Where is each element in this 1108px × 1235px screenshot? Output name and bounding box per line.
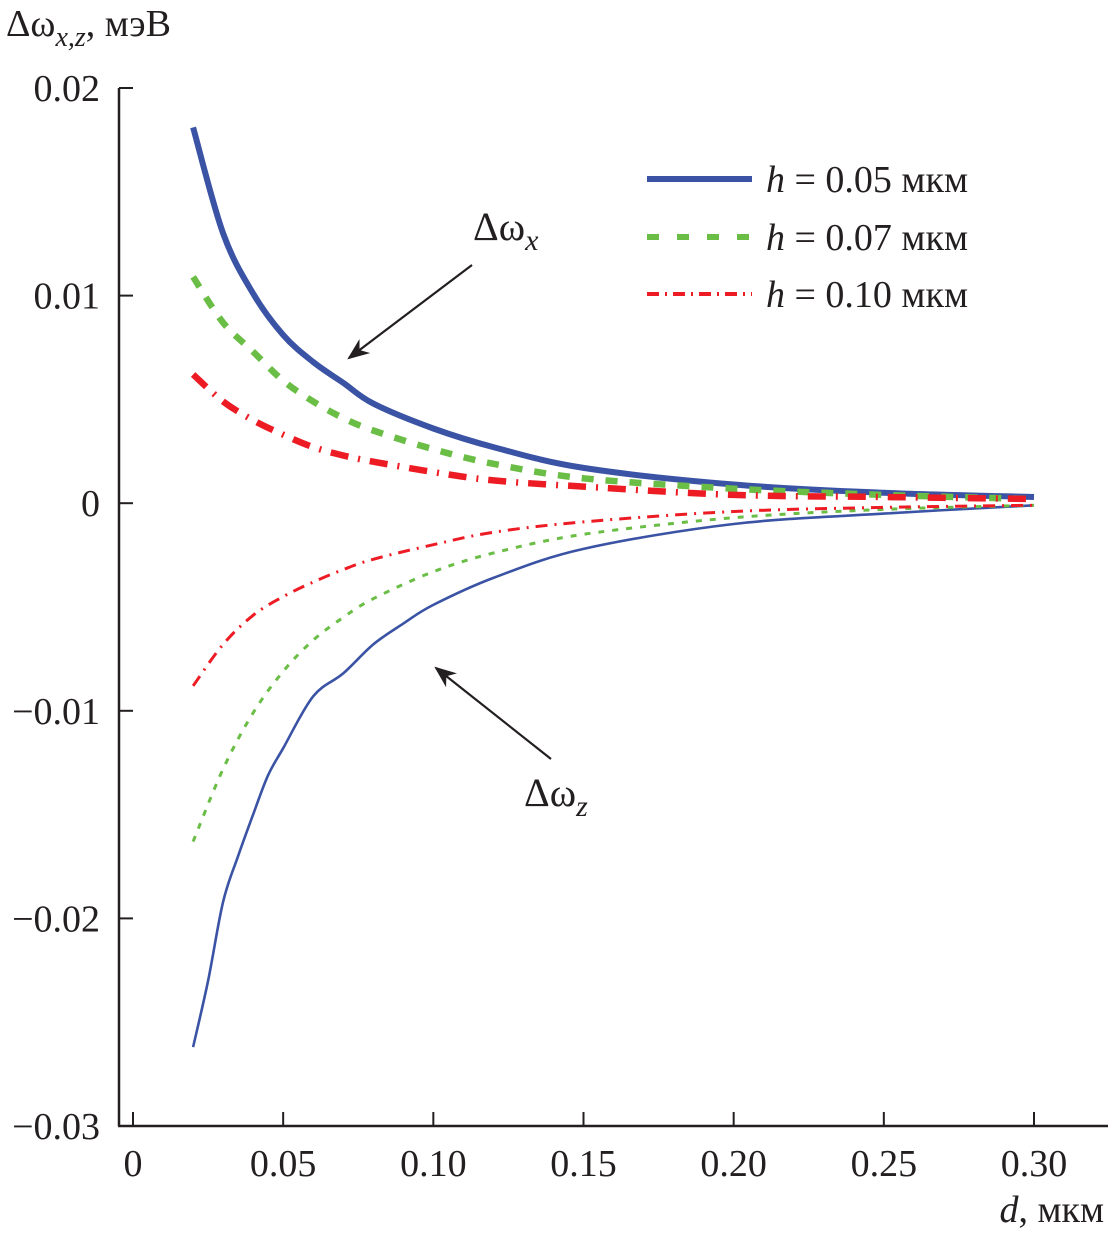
annotation-dwx-arrow (347, 264, 473, 360)
series-line-3 (191, 504, 1035, 1048)
y-axis-title-main: Δω (6, 3, 55, 45)
legend-label-h005: h = 0.05 мкм (766, 159, 968, 201)
annotation-dwz-arrow (434, 666, 552, 760)
x-axis-title-unit: , мкм (1018, 1189, 1104, 1231)
y-tick-label: 0 (81, 483, 100, 525)
y-axis-title-sub: x,z (54, 22, 85, 53)
series-line-4 (191, 503, 1035, 843)
y-tick-label: −0.02 (12, 898, 100, 940)
y-tick-label: −0.03 (12, 1106, 100, 1148)
legend-entry-h005: h = 0.05 мкм (647, 159, 968, 201)
series-line-2 (190, 372, 1035, 503)
y-axis-title-unit: , мэВ (86, 3, 171, 45)
x-tick-label: 0.25 (851, 1143, 918, 1185)
x-tick-label: 0.10 (400, 1143, 467, 1185)
series-group (190, 126, 1035, 1048)
annotation-dwz-label: Δωz (524, 770, 588, 823)
x-tick-label: 0 (124, 1143, 143, 1185)
y-tick-label: 0.02 (34, 68, 101, 110)
x-tick-label: 0.15 (550, 1143, 617, 1185)
legend-label-h010: h = 0.10 мкм (766, 274, 968, 316)
y-axis-title: Δωx,z, мэВ (6, 3, 171, 53)
legend: h = 0.05 мкм h = 0.07 мкм h = 0.10 мкм (647, 159, 968, 316)
legend-entry-h007: h = 0.07 мкм (647, 217, 968, 259)
series-line-1 (190, 275, 1035, 503)
annotation-dwz: Δωz (434, 666, 588, 823)
series-line-5 (191, 503, 1035, 687)
x-axis-title: d, мкм (999, 1189, 1104, 1231)
annotation-dwx: Δωx (347, 204, 539, 360)
x-axis-title-var: d (999, 1189, 1019, 1231)
y-tick-label: −0.01 (12, 691, 100, 733)
x-tick-label: 0.05 (250, 1143, 317, 1185)
x-tick-label: 0.20 (700, 1143, 767, 1185)
x-tick-label: 0.30 (1001, 1143, 1068, 1185)
annotation-dwx-label: Δωx (473, 204, 539, 257)
legend-label-h007: h = 0.07 мкм (766, 217, 968, 259)
series-line-0 (190, 126, 1035, 500)
legend-entry-h010: h = 0.10 мкм (647, 274, 968, 316)
y-ticks: 0.02 0.01 0 −0.01 −0.02 −0.03 (12, 68, 133, 1148)
x-ticks: 0 0.05 0.10 0.15 0.20 0.25 0.30 (124, 1112, 1068, 1185)
y-tick-label: 0.01 (34, 276, 101, 318)
